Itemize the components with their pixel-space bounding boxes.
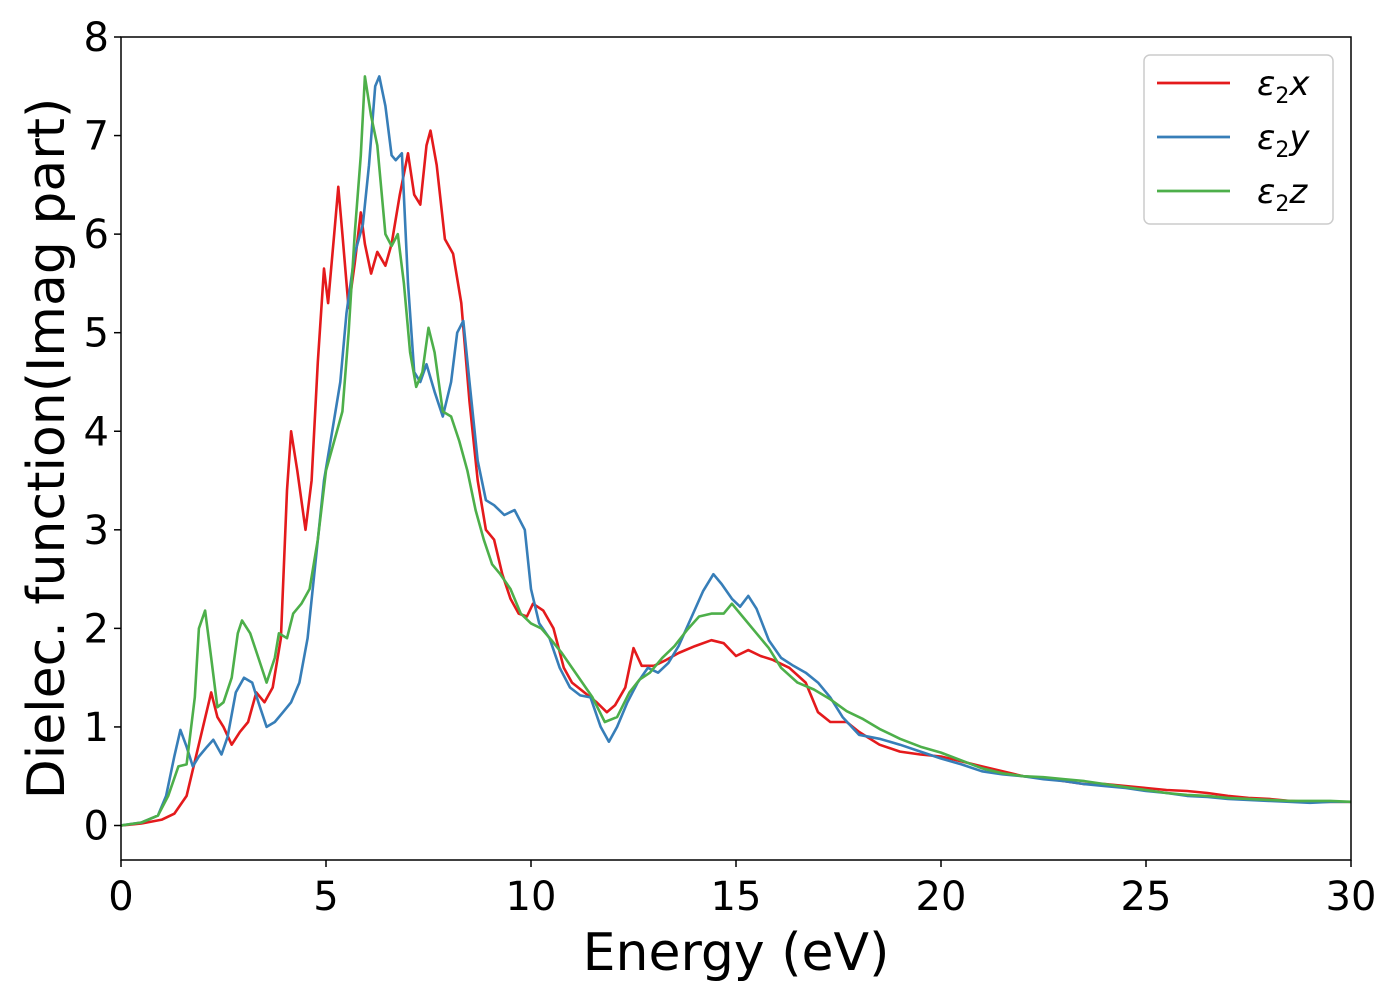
y-axis-label: Dielec. function(Imag part) [17,98,77,800]
legend-entry-y: ε2y [1257,118,1310,163]
legend-entry-x: ε2x [1257,64,1310,109]
y-tick-label: 3 [84,508,109,554]
y-tick-label: 7 [84,114,109,160]
x-tick-label: 20 [916,874,967,920]
series-line-z [121,75,1351,827]
y-tick-label: 2 [84,606,109,652]
y-tick-label: 1 [84,705,109,751]
plot-area [121,75,1351,827]
x-tick-label: 10 [506,874,557,920]
x-tick-label: 0 [108,874,133,920]
legend-entry-z: ε2z [1257,172,1308,217]
x-tick-label: 25 [1121,874,1172,920]
y-tick-label: 0 [84,804,109,850]
y-tick-label: 8 [84,15,109,61]
y-axis: 0 1 2 3 4 5 6 7 8 [84,15,121,850]
x-axis: 0 5 10 15 20 25 30 [108,860,1376,920]
x-axis-label: Energy (eV) [583,923,890,983]
x-tick-label: 15 [711,874,762,920]
legend-box [1143,54,1334,225]
x-tick-label: 5 [313,874,338,920]
y-tick-label: 4 [84,409,109,455]
series-line-y [121,75,1351,827]
y-tick-label: 5 [84,311,109,357]
x-tick-label: 30 [1326,874,1377,920]
legend: ε2x ε2y ε2z [1143,54,1334,225]
series-line-x [121,129,1351,827]
y-tick-label: 6 [84,212,109,258]
